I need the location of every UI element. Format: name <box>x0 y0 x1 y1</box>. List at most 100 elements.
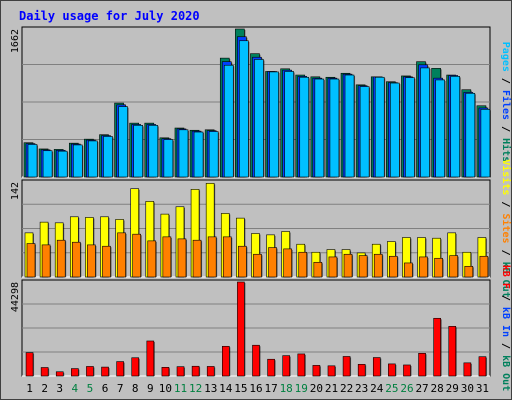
bar-pages-day-1 <box>27 144 38 178</box>
bar-sites-day-2 <box>41 244 51 278</box>
bar-pages-day-14 <box>223 64 234 178</box>
bar-sites-day-7 <box>117 232 126 278</box>
legend-entry: Hits <box>500 132 512 162</box>
bar-sites-day-23 <box>358 255 368 278</box>
bar-sites-day-26 <box>404 262 413 278</box>
bar-sites-day-10 <box>162 236 172 278</box>
bar-pages-day-12 <box>193 131 204 178</box>
bar-sites-day-6 <box>102 245 111 278</box>
bar-kb-f-day-13 <box>206 366 215 377</box>
bar-kb-f-day-24 <box>372 357 381 377</box>
bar-sites-day-27 <box>419 256 428 278</box>
bar-sites-day-1 <box>26 243 36 278</box>
bar-pages-day-28 <box>435 79 445 178</box>
chart-title: Daily usage for July 2020 <box>19 9 200 23</box>
panel-bottom: 44298 kB F / kB In / kB Out <box>10 265 511 391</box>
bar-sites-day-22 <box>343 253 353 278</box>
bar-sites-day-18 <box>283 248 292 278</box>
x-tick-label: 9 <box>147 382 154 395</box>
legend-entry: / <box>500 120 511 132</box>
bar-sites-day-15 <box>238 245 247 278</box>
x-tick-label: 24 <box>370 382 384 395</box>
bar-sites-day-20 <box>313 261 323 278</box>
bar-pages-day-20 <box>314 78 325 178</box>
bar-pages-day-19 <box>299 76 310 178</box>
x-tick-label: 4 <box>72 382 79 395</box>
x-tick-label: 27 <box>415 382 428 395</box>
bar-kb-f-day-2 <box>40 367 49 377</box>
x-tick-label: 28 <box>431 382 444 395</box>
bar-kb-f-day-4 <box>71 368 79 377</box>
bar-sites-day-28 <box>434 257 443 278</box>
bar-sites-day-4 <box>71 241 81 278</box>
bar-kb-f-day-15 <box>237 281 245 377</box>
x-tick-label: 20 <box>310 382 323 395</box>
bar-kb-f-day-7 <box>116 361 124 377</box>
bar-kb-f-day-25 <box>388 363 396 377</box>
x-tick-label: 29 <box>446 382 459 395</box>
bar-kb-f-day-3 <box>55 371 64 377</box>
legend-bottom: kB F / kB In / kB Out <box>500 265 511 391</box>
bar-sites-day-3 <box>56 239 66 278</box>
bar-pages-day-7 <box>118 106 128 178</box>
bar-sites-day-19 <box>298 251 308 278</box>
x-tick-label: 25 <box>385 382 398 395</box>
x-tick-label: 10 <box>159 382 172 395</box>
legend-top: Pages / Files / Hits <box>500 42 512 162</box>
legend-entry: Pages <box>500 42 511 72</box>
bar-pages-day-2 <box>42 150 53 178</box>
x-tick-label: 30 <box>461 382 474 395</box>
bar-kb-f-day-26 <box>403 364 411 377</box>
bar-pages-day-23 <box>359 86 370 178</box>
bar-sites-day-9 <box>147 240 157 278</box>
legend-entry: / <box>500 244 511 256</box>
bar-kb-f-day-17 <box>267 358 275 377</box>
bar-kb-f-day-11 <box>176 366 185 377</box>
x-tick-label: 31 <box>476 382 489 395</box>
bar-pages-day-27 <box>420 67 430 178</box>
legend-entry: / <box>500 195 511 207</box>
bar-pages-day-26 <box>405 77 415 178</box>
x-tick-label: 5 <box>87 382 94 395</box>
bar-pages-day-16 <box>254 59 264 178</box>
bar-sites-day-8 <box>132 233 141 278</box>
bar-kb-f-day-23 <box>357 364 366 377</box>
bar-pages-day-5 <box>88 140 98 178</box>
x-tick-label: 3 <box>56 382 63 395</box>
bar-sites-day-24 <box>373 253 383 278</box>
x-tick-label: 6 <box>102 382 109 395</box>
bar-kb-f-day-29 <box>448 326 457 377</box>
legend-entry: kB F <box>500 265 511 289</box>
bar-kb-f-day-8 <box>131 357 140 377</box>
bar-kb-f-day-16 <box>252 344 260 377</box>
legend-entry: Sites <box>500 207 512 243</box>
bar-sites-day-29 <box>449 255 459 278</box>
bar-kb-f-day-1 <box>25 352 34 377</box>
legend-entry: / <box>500 289 511 301</box>
x-tick-label: 18 <box>280 382 293 395</box>
legend-entry: / <box>500 72 511 84</box>
bar-pages-day-29 <box>450 76 461 178</box>
bar-sites-day-30 <box>464 265 474 278</box>
x-tick-label: 14 <box>219 382 233 395</box>
x-tick-label: 16 <box>249 382 262 395</box>
bar-sites-day-16 <box>253 253 262 278</box>
bar-pages-day-10 <box>163 139 174 178</box>
bar-sites-day-31 <box>479 255 489 278</box>
x-tick-label: 23 <box>355 382 368 395</box>
legend-entry: Files <box>500 84 512 120</box>
y-max-label: 1662 <box>10 29 21 53</box>
legend-middle: Visits / Sites / kB Out <box>500 159 512 298</box>
bar-pages-day-11 <box>178 129 189 178</box>
bar-kb-f-day-28 <box>433 317 441 377</box>
x-tick-label: 11 <box>174 382 187 395</box>
bar-pages-day-13 <box>208 131 219 178</box>
bar-sites-day-14 <box>222 236 232 278</box>
legend-entry: kB Out <box>500 349 511 391</box>
legend-entry: / <box>500 337 511 349</box>
bar-sites-day-5 <box>87 244 96 278</box>
legend-entry: kB Out <box>500 256 511 298</box>
bar-kb-f-day-20 <box>312 365 321 377</box>
bar-pages-day-18 <box>284 71 294 178</box>
